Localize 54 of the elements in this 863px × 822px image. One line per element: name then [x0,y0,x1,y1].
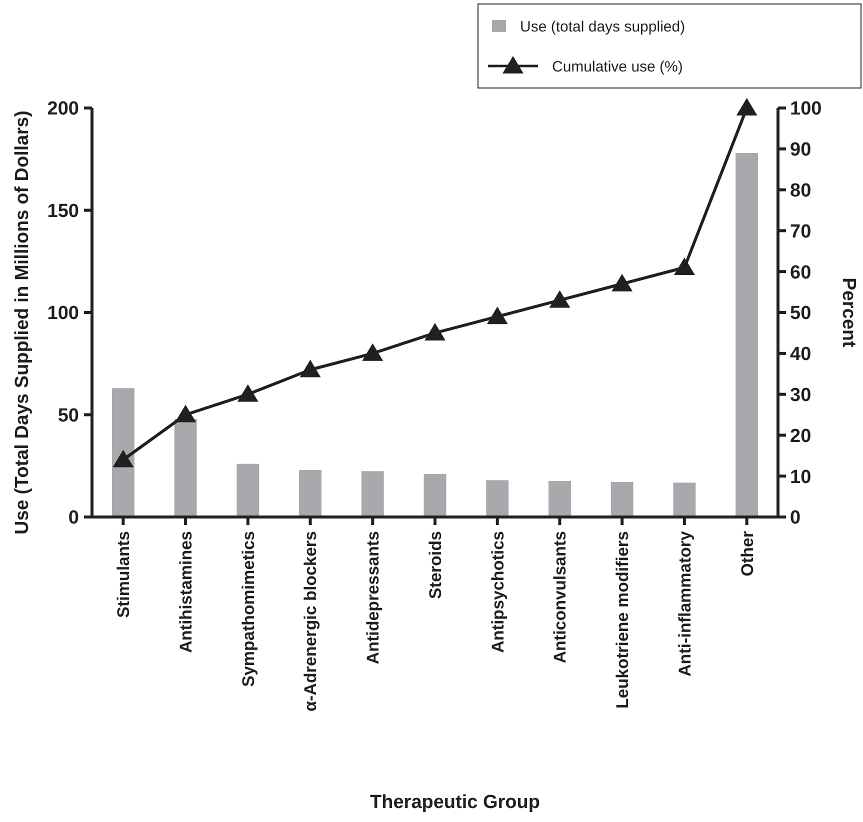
x-tick-label: Other [738,530,757,576]
y2-tick-label: 50 [790,303,812,324]
x-axis-title: Therapeutic Group [370,792,540,813]
bar [673,482,696,517]
point [237,384,258,402]
bar [424,474,446,517]
point [300,360,321,378]
y-tick-label: 200 [47,98,79,120]
legend-label: Cumulative use (%) [552,58,683,76]
point [362,343,384,361]
y2-tick-label: 70 [790,221,812,242]
point [424,322,446,340]
bar [736,152,758,517]
x-tick-label: α-Adrenergic blockers [301,531,320,712]
bar [174,418,197,517]
bar [548,481,571,517]
legend-label: Use (total days supplied) [520,18,686,36]
y-tick-label: 0 [68,508,79,529]
x-tick-label: Sympathomimetics [238,531,258,687]
point [549,290,570,308]
y2-tick-label: 0 [790,508,801,529]
bar [299,470,322,517]
y2-tick-label: 90 [790,140,812,161]
bar [610,482,634,517]
x-tick-label: Antidepressants [364,531,383,664]
point [112,450,134,468]
y-tick-label: 50 [58,405,79,426]
x-tick-label: Antipsychotics [488,531,508,653]
bar [486,480,509,517]
bar [112,388,134,517]
y-axis-title: Use (Total Days Supplied in Millions of Dollars) [12,110,33,535]
point [175,404,196,422]
x-tick-label: Leukotriene modifiers [613,531,632,709]
x-tick-label: Antihistamines [176,531,196,653]
x-tick-label: Steroids [426,531,445,600]
y2-tick-label: 100 [790,98,822,120]
point [674,258,695,276]
bar [236,464,260,517]
y2-tick-label: 10 [790,466,812,488]
point [612,274,633,292]
y-tick-label: 150 [47,200,79,222]
point [736,98,758,116]
y2-tick-label: 60 [790,262,812,284]
x-tick-label: Stimulants [114,531,134,618]
bar [361,471,384,517]
y-tick-label: 100 [47,303,79,324]
y2-tick-label: 40 [790,344,812,366]
x-tick-label: Anti-inflammatory [675,530,694,676]
x-tick-label: Anticonvulsants [550,531,570,664]
point [486,306,508,324]
y2-tick-label: 80 [790,180,812,202]
y2-axis-title: Percent [838,278,859,348]
y2-tick-label: 20 [790,426,812,447]
y2-tick-label: 30 [790,384,812,406]
